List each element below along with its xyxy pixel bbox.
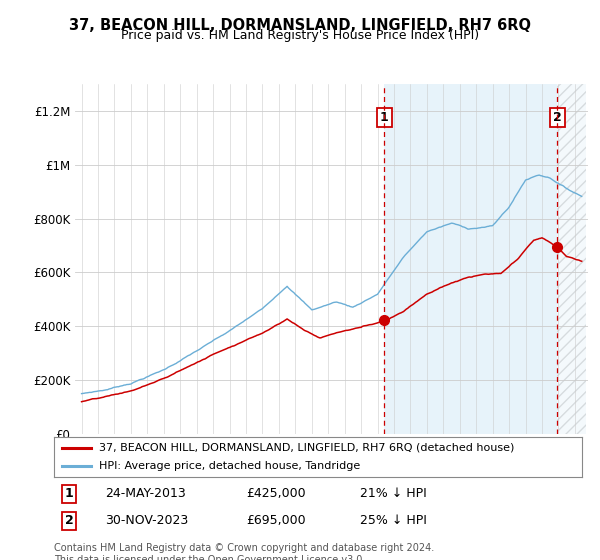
Text: 30-NOV-2023: 30-NOV-2023 bbox=[105, 514, 188, 528]
Text: 37, BEACON HILL, DORMANSLAND, LINGFIELD, RH7 6RQ (detached house): 37, BEACON HILL, DORMANSLAND, LINGFIELD,… bbox=[99, 443, 514, 452]
Text: 24-MAY-2013: 24-MAY-2013 bbox=[105, 487, 186, 501]
Text: Price paid vs. HM Land Registry's House Price Index (HPI): Price paid vs. HM Land Registry's House … bbox=[121, 29, 479, 42]
Bar bbox=[557, 84, 586, 434]
Text: 2: 2 bbox=[553, 111, 562, 124]
Text: HPI: Average price, detached house, Tandridge: HPI: Average price, detached house, Tand… bbox=[99, 461, 360, 471]
Text: £425,000: £425,000 bbox=[246, 487, 305, 501]
Text: 21% ↓ HPI: 21% ↓ HPI bbox=[360, 487, 427, 501]
Text: Contains HM Land Registry data © Crown copyright and database right 2024.
This d: Contains HM Land Registry data © Crown c… bbox=[54, 543, 434, 560]
Text: 2: 2 bbox=[65, 514, 73, 528]
Text: 1: 1 bbox=[380, 111, 389, 124]
Text: 1: 1 bbox=[65, 487, 73, 501]
Bar bbox=[385, 84, 557, 434]
Text: 25% ↓ HPI: 25% ↓ HPI bbox=[360, 514, 427, 528]
Text: £695,000: £695,000 bbox=[246, 514, 305, 528]
Bar bbox=[557, 84, 586, 434]
Text: 37, BEACON HILL, DORMANSLAND, LINGFIELD, RH7 6RQ: 37, BEACON HILL, DORMANSLAND, LINGFIELD,… bbox=[69, 18, 531, 34]
